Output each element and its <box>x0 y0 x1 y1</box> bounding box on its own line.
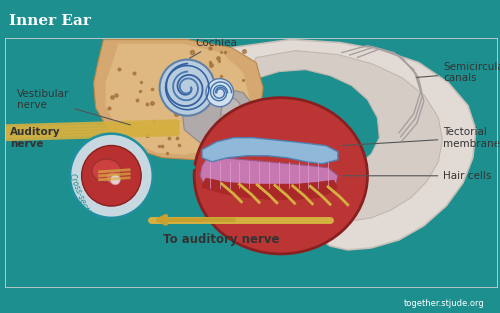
Polygon shape <box>94 39 263 160</box>
Text: Hair cells: Hair cells <box>342 171 492 181</box>
Circle shape <box>110 175 120 185</box>
Polygon shape <box>246 51 442 221</box>
Circle shape <box>70 134 153 218</box>
Circle shape <box>160 59 215 116</box>
Text: Semicircular
canals: Semicircular canals <box>416 62 500 84</box>
Ellipse shape <box>218 115 228 131</box>
Polygon shape <box>202 138 338 164</box>
Ellipse shape <box>106 172 120 184</box>
Ellipse shape <box>194 98 368 254</box>
Text: Inner Ear: Inner Ear <box>9 14 91 28</box>
Text: Vestibular
nerve: Vestibular nerve <box>17 89 130 125</box>
Polygon shape <box>106 44 250 155</box>
Polygon shape <box>202 178 338 200</box>
Circle shape <box>206 79 234 107</box>
Text: Cochlea: Cochlea <box>190 38 238 58</box>
Polygon shape <box>182 88 256 148</box>
Text: Tectorial
membrane: Tectorial membrane <box>342 127 500 149</box>
Ellipse shape <box>92 159 121 182</box>
Polygon shape <box>232 39 476 250</box>
Circle shape <box>82 146 141 206</box>
Ellipse shape <box>220 98 242 133</box>
Text: To auditory nerve: To auditory nerve <box>164 233 280 246</box>
Polygon shape <box>200 158 338 194</box>
Text: together.stjude.org: together.stjude.org <box>404 300 485 309</box>
Text: Auditory
nerve: Auditory nerve <box>10 127 60 149</box>
Text: Cross-section
through cochlea: Cross-section through cochlea <box>56 167 96 232</box>
